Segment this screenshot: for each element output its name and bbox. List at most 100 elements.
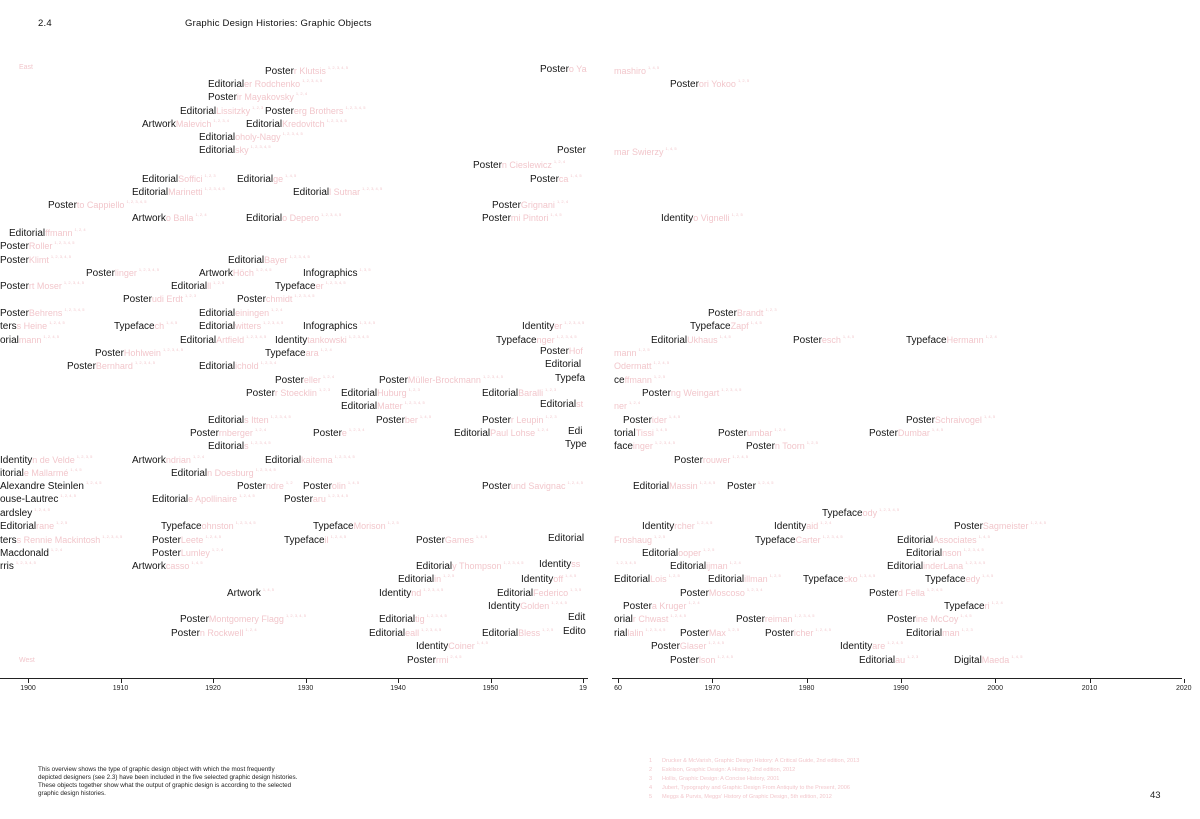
object-type-label: Identity [661,213,694,224]
reference-superscript: 1, 2, 4, 5 [205,534,222,539]
object-type-label: Poster [746,441,775,452]
reference-superscript: 1, 2, 3, 4, 5 [302,78,323,83]
designer-entry: IdentityGolden 1, 2, 4, 5 [488,597,567,613]
designer-name: Massin [669,481,698,491]
designer-name: ndrian [165,455,191,465]
reference-superscript: 1, 2, 3, 4, 5 [246,334,267,339]
designer-entry: ceffmann 1, 2, 5 [614,371,665,387]
designer-name: lalin [627,628,644,638]
axis-tick [712,679,714,683]
designer-entry: Editorialkaitema 1, 2, 3, 4, 5 [265,451,355,467]
designer-name: are [872,641,886,651]
designer-entry: 1, 2, 3, 4, 5 [614,557,636,571]
designer-name: rnberger [218,428,253,438]
object-type-label: Poster [284,494,313,505]
designer-entry: Editoriale Apollinaire 1, 2, 4, 5 [152,490,255,506]
designer-name: Klimt [28,255,49,265]
object-type-label: Typeface [755,535,796,546]
object-type-label: Poster [67,361,96,372]
designer-entry: torialTissi 1, 4, 5 [614,424,667,440]
object-type-label: orial [614,614,633,625]
axis-tick-label: 1920 [205,685,221,692]
designer-entry: PosterBernhard 1, 2, 3, 4, 5 [67,357,155,373]
reference-superscript: 1, 2, 3, 4, 5 [250,144,271,149]
object-type-label: Editorial [398,574,435,585]
designer-entry: mashiro 1, 4, 5 [614,62,659,77]
object-type-label: Typeface [161,521,202,532]
reference-text: Hollis, Graphic Design: A Concise Histor… [662,776,780,782]
reference-superscript: 1, 2, 3, 4, 5 [162,347,183,352]
designer-entry: PosterGlaser 1, 2, 4, 5 [651,637,724,653]
designer-name: Hof [568,346,583,356]
designer-entry: Typefaceara 1, 2, 4 [265,344,332,360]
reference-text: Eskilson, Graphic Design: A History, 2nd… [662,767,796,773]
designer-name: n Toorn [774,441,805,451]
timeline-axis-left [0,678,588,679]
designer-name: s Itten [244,415,269,425]
designer-entry: Editorialll 1, 2, 5 [171,277,224,293]
designer-name: rane [36,521,55,531]
reference-superscript: 1, 4, 5 [419,414,432,419]
reference-superscript: 1, 4, 5 [550,212,562,217]
reference-superscript: 1, 2, 3 [907,654,919,659]
designer-name: Hohlwein [123,348,161,358]
reference-superscript: 1, 2, 5 [542,627,554,632]
designer-entry: PosterDumbar 1, 4, 5 [869,424,943,440]
reference-superscript: 1, 2, 3, 4, 5 [50,254,71,259]
object-type-label: Poster [0,308,29,319]
designer-name: Behrens [28,308,63,318]
designer-name: ijman [706,561,728,571]
designer-entry: Editorialffmann 1, 2, 4 [9,224,86,240]
designer-name: Bayer [264,255,288,265]
designer-name: Tissi [635,428,654,438]
axis-tick [490,679,492,683]
reference-item: 5 Meggs & Purvis, Meggs' History of Graph… [649,793,859,802]
designer-name: Paul Lohse [490,428,536,438]
designer-entry: Editorialo Depero 1, 2, 3, 4, 5 [246,209,341,225]
designer-name: Leete [180,535,204,545]
designer-name: s Rennie Mackintosh [16,535,101,545]
designer-entry: Postericher 1, 2, 4, 5 [765,624,831,640]
designer-entry: Poster 1, 2, 4, 5 [727,477,773,493]
axis-tick-label: 1940 [390,685,406,692]
axis-tick [213,679,214,683]
designer-entry: PosterMüller-Brockmann 1, 2, 3, 4, 5 [379,371,503,387]
reference-superscript: 1, 4, 5 [719,334,731,339]
designer-name: reiman [764,614,793,624]
object-type-label: Poster [482,213,511,224]
reference-superscript: 1, 4, 5 [648,65,660,70]
designer-entry: Posterng Weingart 1, 2, 3, 4, 5 [642,384,741,400]
designer-entry: Typefaceohnston 1, 2, 3, 4, 5 [161,517,256,533]
designer-entry: Editorialman 1, 2, 3 [906,624,973,640]
reference-superscript: 1, 2, 3, 4, 5 [879,507,900,512]
axis-tick-label: 2020 [1176,685,1192,692]
axis-tick-label: 1980 [798,685,815,692]
designer-name: off [553,574,564,584]
object-type-label: Typeface [803,574,844,585]
reference-superscript: 1, 2, 4, 5 [60,493,76,498]
designer-name: Max [708,628,726,638]
designer-entry: Editorialnson 1, 2, 3, 4, 5 [906,544,984,560]
object-type-label: Editorial [670,561,707,572]
reference-superscript: 1, 2, 3, 4, 5 [327,493,348,498]
designer-entry: Identityn de Velde 1, 2, 3, 5 [0,451,92,467]
designer-entry: Typefaceil 1, 2, 4, 5 [284,531,346,547]
designer-name: ori Yokoo [698,79,736,89]
reference-superscript: 1, 2, 3, 4, 5 [482,374,503,379]
object-type-label: ardsley [0,508,33,519]
designer-entry: Odermatt 1, 2, 4, 5 [614,357,669,372]
designer-entry: TypefaceZapf 1, 4, 5 [690,317,762,333]
axis-tick-label: 2010 [1081,685,1098,692]
reference-superscript: 1, 2, 4 [254,427,267,432]
designer-name: esch [821,335,841,345]
designer-name: Montgomery Flagg [208,614,284,624]
reference-superscript: 1, 2, 3, 4, 5 [721,387,742,392]
designer-entry: Editorialge 1, 4, 5 [237,170,296,186]
designer-entry: Edito [563,624,586,638]
axis-tick [618,679,619,683]
designer-name: Federico [533,588,569,598]
reference-superscript: 1, 2, 4, 5 [653,360,670,365]
designer-entry: PosterGrignani 1, 2, 4 [492,196,568,212]
axis-tick [806,679,808,683]
object-type-label: Artwork [142,119,176,130]
